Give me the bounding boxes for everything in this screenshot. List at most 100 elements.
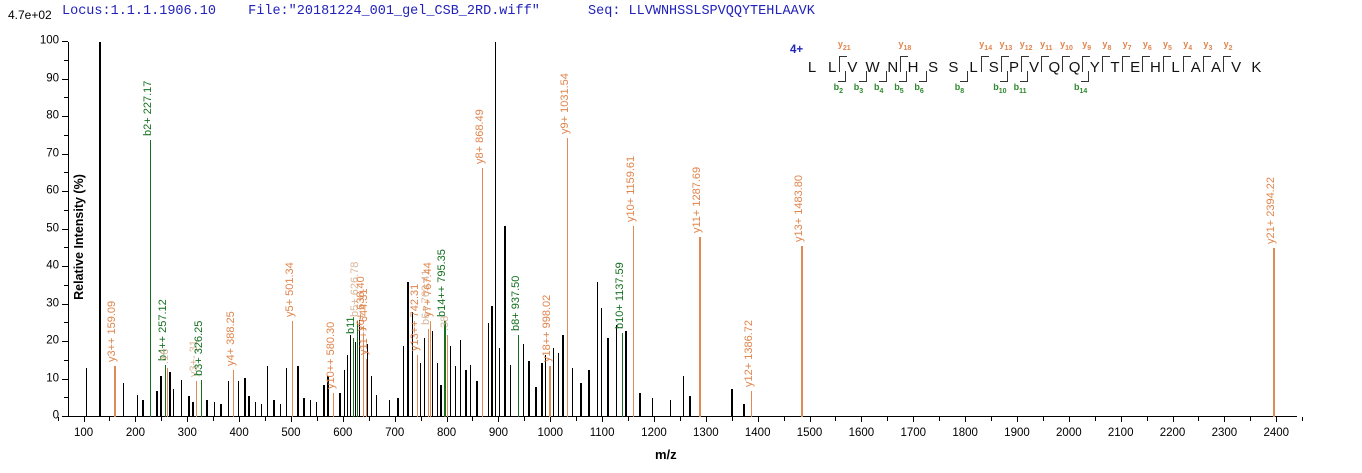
spectrum-peak [160,375,162,417]
x-tick-label: 600 [333,427,353,439]
x-tick-minor [628,417,630,421]
spectrum-peak [375,394,377,417]
annotated-peak [166,368,168,417]
x-tick-label: 700 [385,427,405,439]
x-tick-label: 2000 [1056,427,1082,439]
x-tick-label: 2100 [1107,427,1134,439]
ladder-residue: P [1008,59,1020,76]
x-tick-label: 500 [281,427,301,439]
spectrum-peak [169,372,171,417]
x-tick: 1200 [641,417,667,439]
annotated-peak [446,334,448,417]
peak-annotation-label: y9+ 1031.54 [558,72,571,134]
spectrum-peak [244,377,246,417]
b-ion-bracket [858,71,867,82]
annotated-peak [429,321,432,417]
x-tick-label: 2200 [1159,427,1186,439]
spectrum-peak [552,347,555,417]
b-ion-label: b2 [833,82,843,95]
y-ion-bracket [1101,56,1110,72]
spectrum-peak [562,334,564,417]
spectrum-peak [436,362,439,417]
y-ion-label: y13 [999,39,1013,52]
x-tick: 1600 [849,417,874,439]
y-tick-label: 0 [52,409,59,422]
y-tick-label: 100 [39,34,59,47]
annotated-peak [633,225,635,417]
spectrum-peak [248,396,250,417]
y-ion-label: y10 [1060,39,1073,52]
b-ion-label: b4 [873,82,884,95]
annotated-peak [114,366,116,417]
y-tick: 80 [46,110,68,121]
annotated-peak [416,355,419,417]
peak-annotation-label: y11+ 1287.69 [691,166,704,233]
spectrum-peak [407,282,409,417]
x-tick: 400 [230,417,249,439]
y-tick: 60 [46,185,68,196]
y-tick: 40 [46,260,68,271]
peak-annotation-label: y8+ 868.49 [474,108,487,164]
x-tick: 500 [281,417,301,439]
spectrum-peak [639,392,641,417]
annotated-peak [362,334,365,417]
b-ion-label: b14 [1074,82,1088,95]
spectrum-peak [192,402,194,417]
x-tick-label: 1800 [952,427,978,439]
y-ion-bracket [1021,56,1030,72]
y-tick-minor [64,397,68,399]
spectrum-peak [449,345,452,417]
spectrum-peak [346,355,349,417]
y-ion-bracket [839,56,848,72]
x-tick: 1700 [900,417,926,439]
spectrum-peak [535,387,537,417]
x-tick-minor [1302,417,1304,421]
peak-annotation-label: b3+ 326.25 [192,320,205,376]
spectrum-peak [545,355,547,417]
ladder-residue: S [928,59,939,76]
spectrum-peak [181,379,183,417]
spectrum-peak [358,319,361,417]
annotated-peak [444,321,446,417]
y-ion-label: y14 [979,39,993,52]
annotated-peak [196,381,198,417]
x-tick: 2300 [1212,417,1237,439]
b-ion-label: b10 [993,82,1007,95]
annotated-peak [699,237,701,417]
x-tick-minor [783,417,785,421]
spectrum-plot: y3++ 159.09 b2+ 227.17 b4++ 257.12.16 y3+- … [40,35,1304,439]
spectrum-peak [601,308,603,417]
sequence-label: Seq: LLVWNHSSLSPVQQYTEHLAAVK [588,4,815,19]
x-tick: 1400 [745,417,770,439]
peak-annotation-label: y3++ 159.09 [106,301,119,363]
spectrum-peak [651,398,654,417]
annotated-peak [200,379,203,417]
y-ion-label: y3 [1203,39,1213,52]
x-tick-minor [1094,417,1096,421]
spectrum-peak [156,390,158,417]
y-tick-label: 20 [46,334,59,347]
spectrum-peak [423,338,426,417]
spectrum-peak [297,366,299,417]
b-ion-bracket [838,71,847,82]
y-tick: 50 [46,222,68,233]
spectrum-peak [596,282,599,417]
x-tick-label: 2300 [1211,427,1238,439]
b-ion-bracket [999,71,1008,82]
spectrum-peak [285,368,288,417]
spectrum-peak [349,334,351,417]
annotated-peak [1273,248,1275,417]
b-ion-bracket [959,71,968,82]
spectrum-peak [206,400,208,417]
x-tick-minor [576,417,578,421]
spectrum-peak [557,353,559,417]
intensity-scale-label: 4.7e+02 [8,8,52,22]
y-ion-bracket [1061,56,1070,72]
y-tick-label: 50 [46,221,59,234]
y-ion-label: y7 [1122,39,1132,52]
x-tick: 1500 [797,417,822,439]
ladder-residue: E [1130,59,1141,76]
spectrum-peak [669,400,671,417]
peak-annotation-label: y13++ 742.31 [408,283,421,352]
